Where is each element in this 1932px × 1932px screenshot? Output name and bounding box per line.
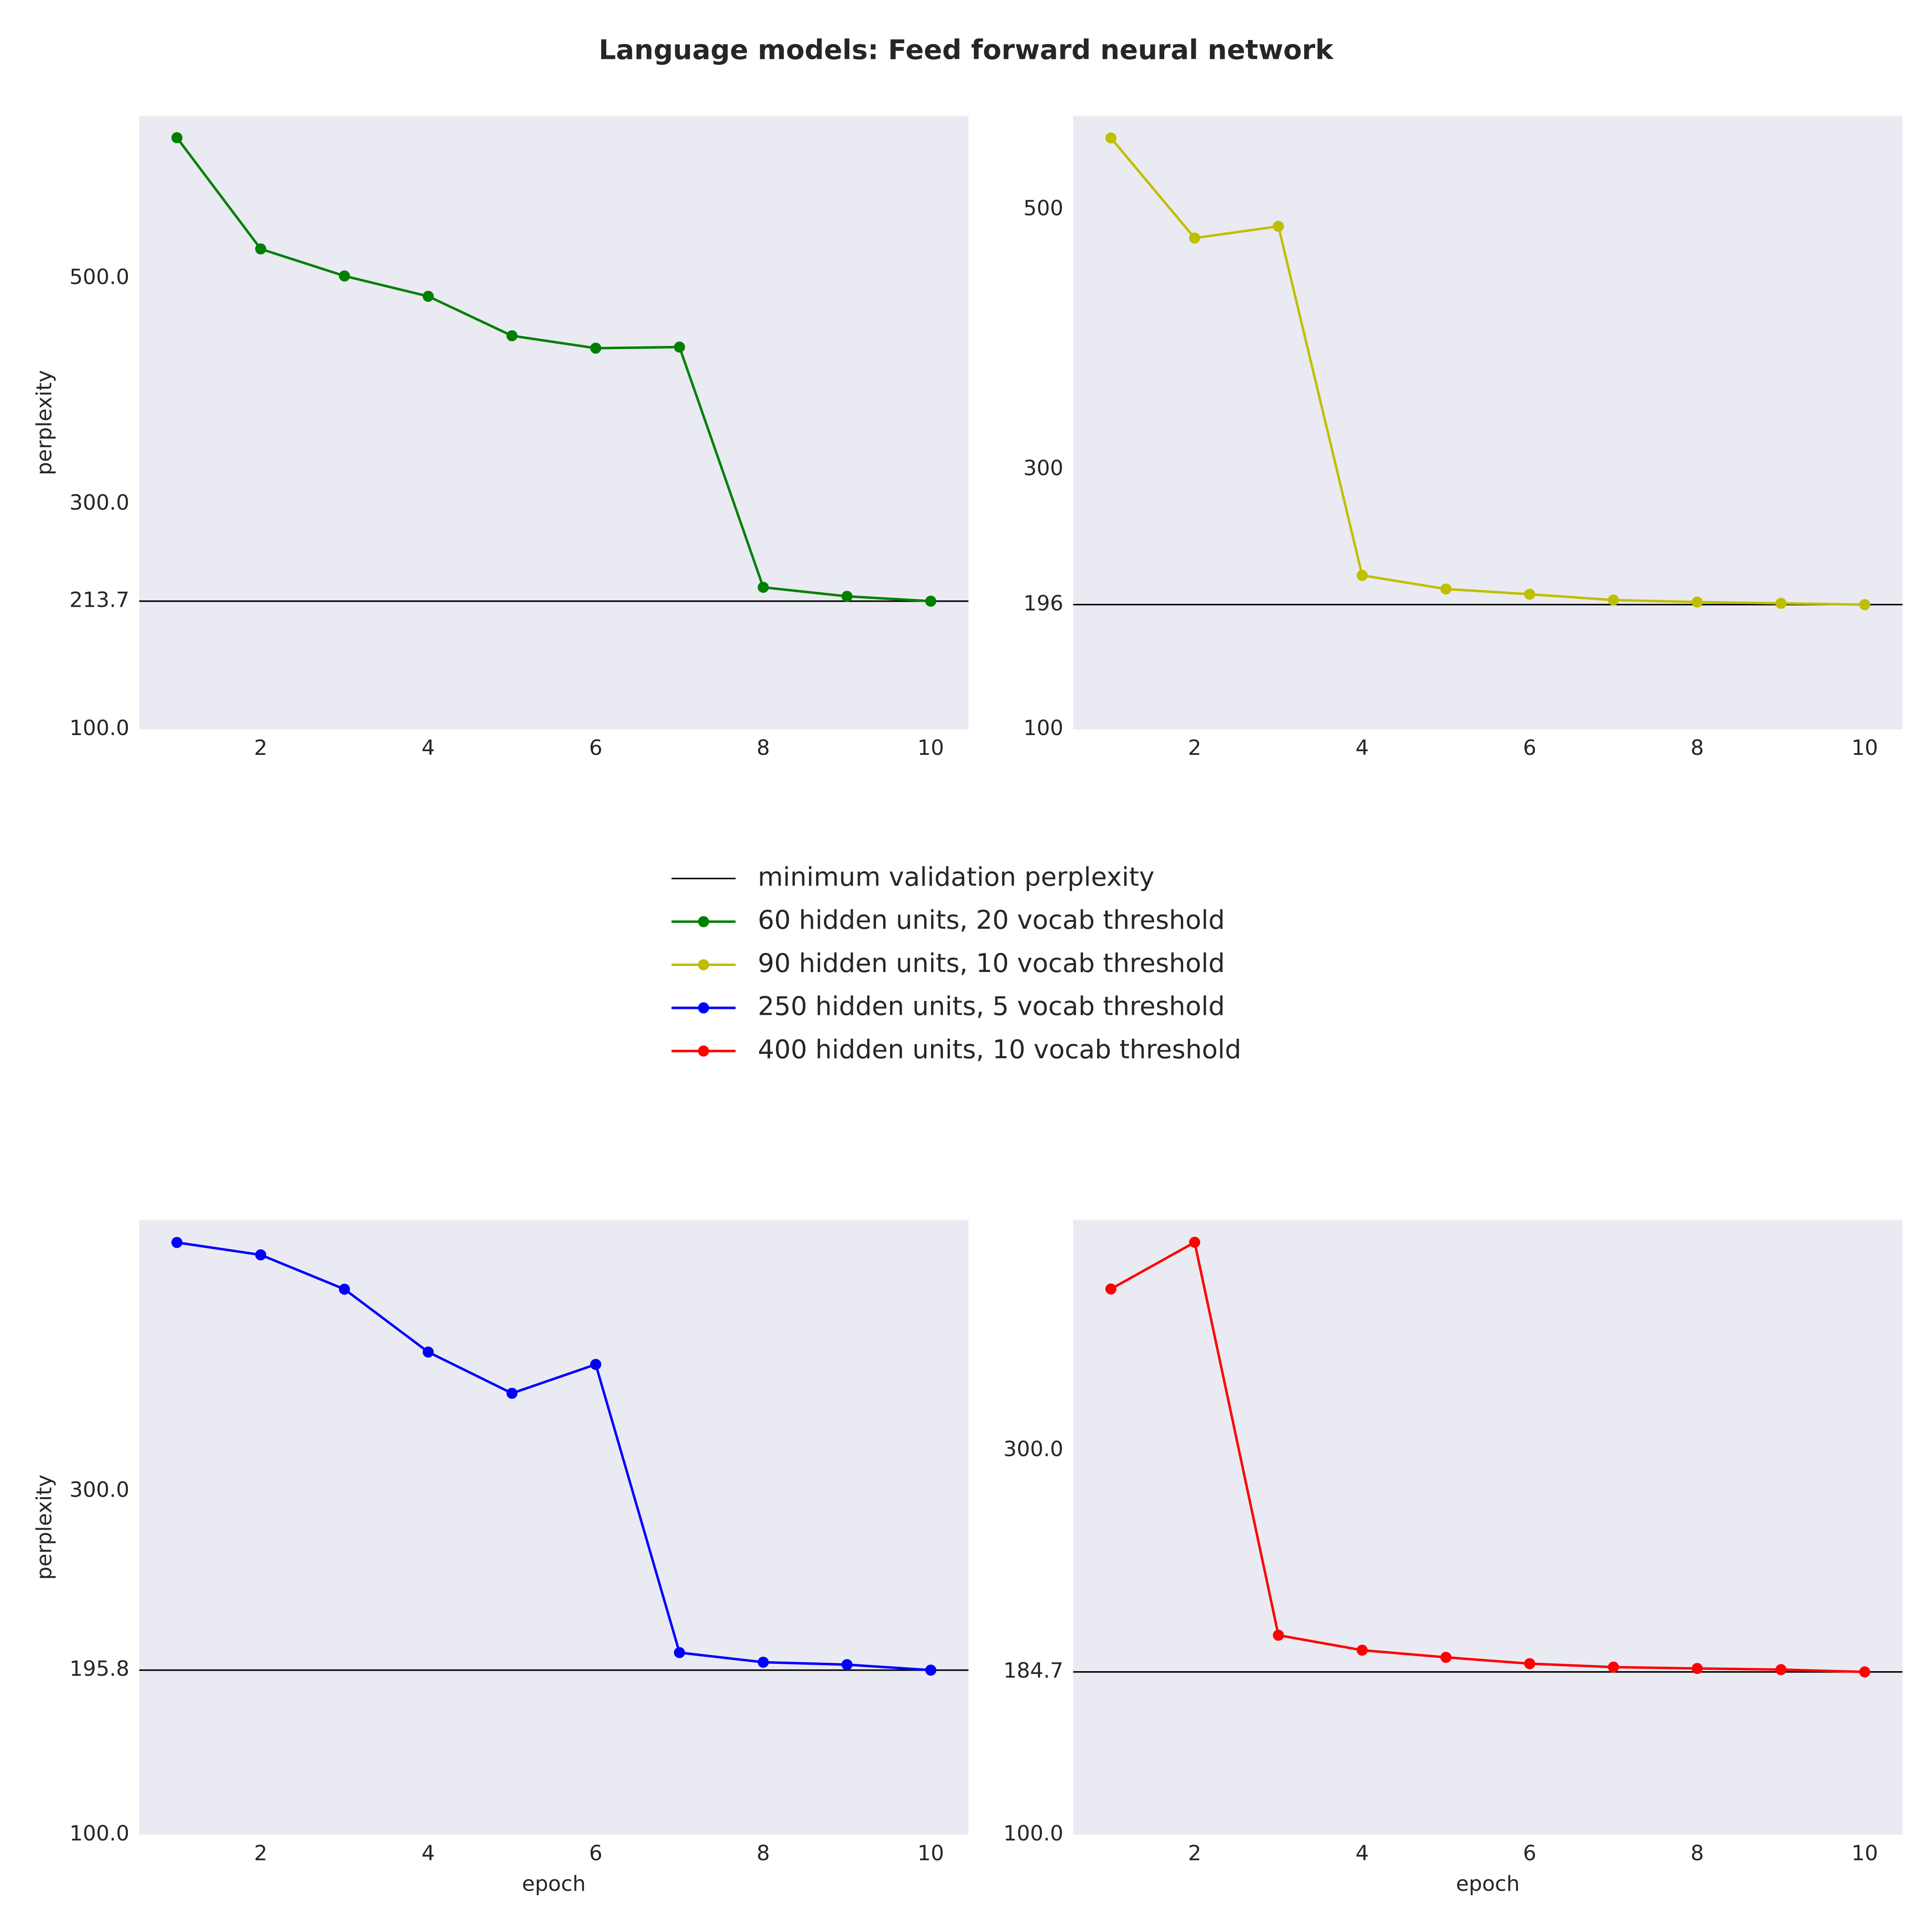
y-tick-label: 300.0 — [1003, 1437, 1063, 1461]
data-point — [1189, 1236, 1201, 1248]
data-point — [590, 342, 602, 354]
legend-marker — [698, 916, 709, 927]
data-point — [674, 341, 685, 353]
data-point — [171, 1237, 183, 1248]
data-point — [1273, 1629, 1284, 1641]
y-tick-label: 300.0 — [69, 1478, 129, 1502]
x-axis-label: epoch — [1456, 1872, 1520, 1896]
y-tick-label: 100.0 — [69, 716, 129, 740]
x-tick-label: 8 — [1690, 736, 1704, 760]
y-tick-label: 100 — [1024, 716, 1064, 740]
x-tick-label: 8 — [757, 1841, 770, 1865]
x-tick-label: 4 — [421, 736, 435, 760]
x-tick-label: 10 — [1852, 736, 1878, 760]
legend-marker — [698, 959, 709, 971]
y-tick-label: 300 — [1024, 456, 1064, 480]
data-point — [674, 1647, 685, 1658]
data-point — [1775, 598, 1787, 609]
series-line — [177, 1241, 931, 1672]
data-point — [255, 243, 266, 255]
data-point — [422, 1346, 434, 1358]
data-point — [1105, 132, 1117, 144]
data-point — [422, 291, 434, 302]
data-point — [1105, 1283, 1117, 1295]
data-point — [1440, 1651, 1452, 1663]
data-point — [590, 1359, 602, 1370]
data-point — [339, 270, 350, 282]
x-tick-label: 4 — [421, 1841, 435, 1865]
data-point — [925, 1664, 937, 1676]
data-point — [1357, 569, 1368, 581]
x-tick-label: 2 — [254, 1841, 267, 1865]
plot-area — [1073, 1219, 1903, 1835]
data-point — [171, 132, 183, 144]
x-tick-label: 6 — [589, 736, 603, 760]
x-tick-label: 10 — [917, 736, 944, 760]
data-point — [1608, 1662, 1619, 1673]
x-tick-label: 6 — [1523, 736, 1536, 760]
series-line — [1110, 1240, 1865, 1673]
data-point — [1859, 1666, 1870, 1678]
series-line — [176, 137, 931, 603]
data-point — [758, 1656, 769, 1668]
data-point — [1357, 1644, 1368, 1656]
plot-area — [1073, 115, 1903, 730]
legend-label: 60 hidden units, 20 vocab threshold — [758, 905, 1225, 935]
data-point — [925, 595, 937, 607]
data-point — [1273, 220, 1284, 232]
data-point — [1440, 583, 1452, 595]
data-point — [1691, 1663, 1703, 1674]
y-tick-label: 500 — [1024, 196, 1064, 220]
y-tick-label: 300.0 — [69, 490, 129, 515]
x-tick-label: 2 — [1188, 736, 1202, 760]
data-point — [339, 1283, 350, 1295]
series-line — [1110, 137, 1865, 606]
x-tick-label: 8 — [757, 736, 770, 760]
legend-label: 250 hidden units, 5 vocab threshold — [758, 992, 1225, 1022]
y-axis-label: perplexity — [32, 370, 57, 475]
y-tick-label: 213.7 — [69, 587, 129, 612]
data-point — [1524, 588, 1535, 600]
y-tick-label: 195.8 — [69, 1656, 129, 1681]
x-tick-label: 10 — [1852, 1841, 1878, 1865]
data-point — [1775, 1664, 1787, 1675]
data-point — [506, 1387, 518, 1399]
x-axis-label: epoch — [522, 1872, 586, 1896]
data-point — [841, 1659, 853, 1670]
x-tick-label: 6 — [1523, 1841, 1536, 1865]
legend-marker — [698, 1045, 709, 1057]
x-tick-label: 2 — [254, 736, 267, 760]
data-point — [1524, 1658, 1535, 1669]
x-tick-label: 4 — [1356, 736, 1369, 760]
data-point — [841, 591, 853, 602]
data-point — [506, 330, 518, 341]
data-point — [1859, 599, 1870, 610]
x-tick-label: 10 — [917, 1841, 944, 1865]
legend-label: 400 hidden units, 10 vocab threshold — [758, 1035, 1241, 1064]
legend-label: minimum validation perplexity — [758, 862, 1154, 892]
legend-marker — [698, 1002, 709, 1014]
plot-area — [139, 115, 969, 730]
y-tick-label: 500.0 — [69, 264, 129, 289]
y-tick-label: 100.0 — [69, 1821, 129, 1846]
y-tick-label: 196 — [1024, 591, 1064, 615]
data-point — [255, 1249, 266, 1261]
plot-area — [139, 1219, 969, 1835]
data-point — [758, 581, 769, 593]
figure-title: Language models: Feed forward neural net… — [599, 34, 1334, 66]
x-tick-label: 4 — [1356, 1841, 1369, 1865]
y-axis-label: perplexity — [32, 1475, 57, 1580]
x-tick-label: 2 — [1188, 1841, 1202, 1865]
data-point — [1608, 594, 1619, 606]
data-point — [1691, 596, 1703, 608]
x-tick-label: 8 — [1690, 1841, 1704, 1865]
y-tick-label: 100.0 — [1003, 1821, 1063, 1846]
legend-label: 90 hidden units, 10 vocab threshold — [758, 949, 1225, 978]
y-tick-label: 184.7 — [1003, 1658, 1063, 1683]
data-point — [1189, 232, 1201, 244]
x-tick-label: 6 — [589, 1841, 603, 1865]
